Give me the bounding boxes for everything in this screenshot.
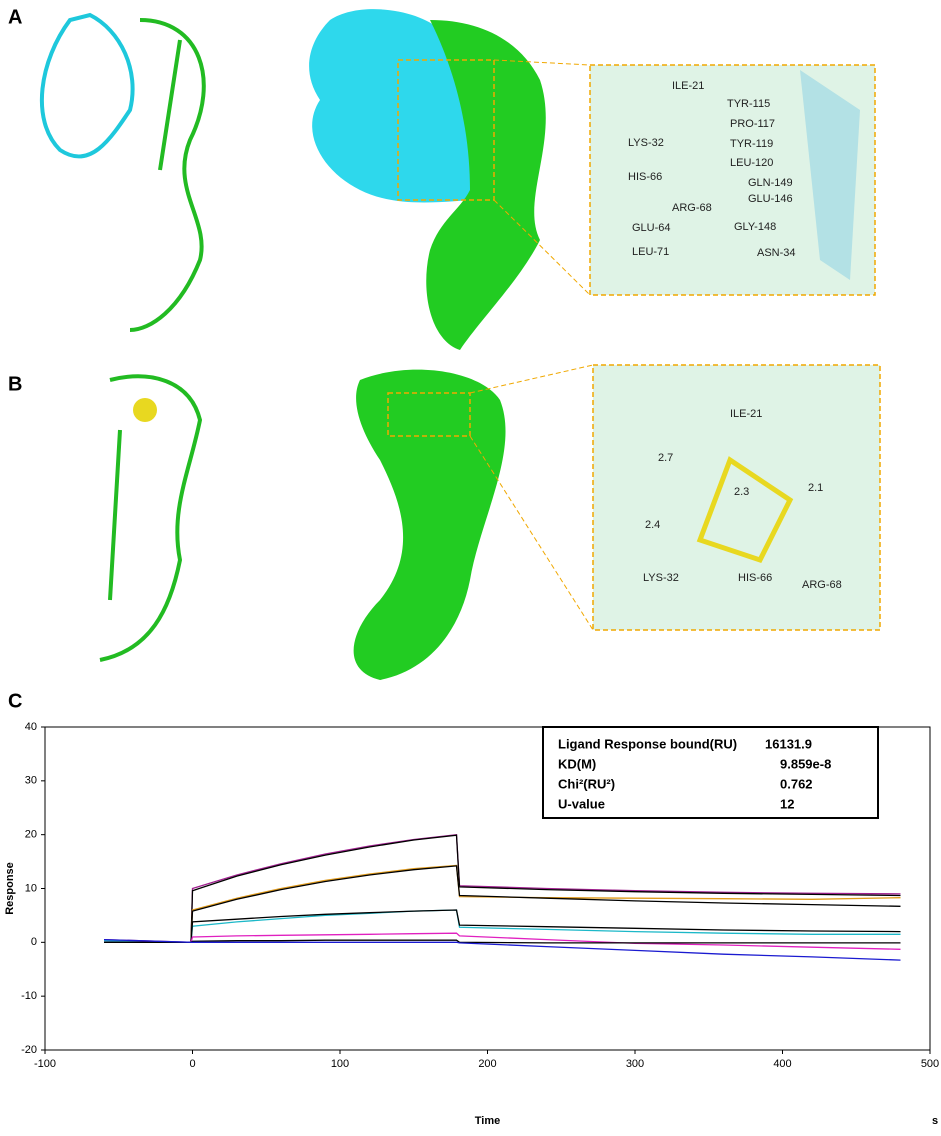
residue-label: HIS-66: [738, 572, 772, 584]
stats-value: 9.859e-8: [780, 756, 831, 771]
y-tick-label: 10: [25, 882, 37, 894]
residue-label: ILE-21: [730, 408, 762, 420]
y-tick-label: 40: [25, 721, 37, 733]
y-tick-label: -10: [21, 990, 37, 1002]
x-tick-label: 0: [189, 1058, 195, 1070]
x-tick-label: 500: [921, 1058, 939, 1070]
y-tick-label: 0: [31, 936, 37, 948]
residue-label: ASN-34: [757, 247, 796, 259]
series-line: [104, 864, 901, 943]
residue-label: GLN-149: [748, 177, 793, 189]
y-tick-label: 20: [25, 829, 37, 841]
residue-label: ILE-21: [672, 80, 704, 92]
residue-label: 2.3: [734, 486, 749, 498]
x-tick-label: 300: [626, 1058, 644, 1070]
panel-label: A: [8, 6, 22, 28]
stats-name: Ligand Response bound(RU): [558, 736, 737, 751]
residue-label: 2.7: [658, 452, 673, 464]
residue-label: TYR-115: [727, 98, 770, 110]
series-line: [104, 932, 901, 950]
residue-label: ARG-68: [672, 202, 712, 214]
stats-name: KD(M): [558, 756, 596, 771]
residue-label: GLY-148: [734, 221, 776, 233]
residue-label: HIS-66: [628, 171, 662, 183]
series-line: [104, 834, 901, 943]
residue-label: 2.1: [808, 482, 823, 494]
residue-label: GLU-146: [748, 193, 793, 205]
stats-value: 0.762: [780, 776, 813, 791]
panel-a-art: [39, 9, 876, 350]
x-tick-label: 100: [331, 1058, 349, 1070]
residue-label: TYR-119: [730, 138, 773, 150]
residue-label: LYS-32: [628, 137, 664, 149]
x-axis-label: Time: [475, 1115, 500, 1127]
panel-label: B: [8, 373, 22, 395]
residue-label: 2.4: [645, 519, 660, 531]
x-tick-label: 200: [478, 1058, 496, 1070]
y-tick-label: 30: [25, 775, 37, 787]
y-tick-label: -20: [21, 1044, 37, 1056]
residue-label: GLU-64: [632, 222, 671, 234]
series-line: [104, 909, 901, 943]
residue-label: LYS-32: [643, 572, 679, 584]
plot-area: [44, 726, 931, 1051]
stats-box: [542, 726, 879, 819]
series-line: [103, 938, 901, 961]
x-tick-label: -100: [34, 1058, 56, 1070]
stats-name: Chi²(RU²): [558, 776, 615, 791]
stats-value: 12: [780, 796, 794, 811]
series-line: [104, 939, 901, 944]
residue-label: ARG-68: [802, 579, 842, 591]
series-line: [104, 865, 901, 943]
x-axis-unit: s: [932, 1115, 938, 1127]
residue-label: LEU-120: [730, 157, 773, 169]
panel-label: C: [8, 690, 22, 712]
x-tick-label: 400: [773, 1058, 791, 1070]
stats-value: 16131.9: [765, 736, 812, 751]
panel-b-art: [99, 364, 881, 680]
y-axis-label: Response: [4, 862, 16, 915]
stats-name: U-value: [558, 796, 605, 811]
residue-label: LEU-71: [632, 246, 669, 258]
residue-label: PRO-117: [730, 118, 775, 130]
